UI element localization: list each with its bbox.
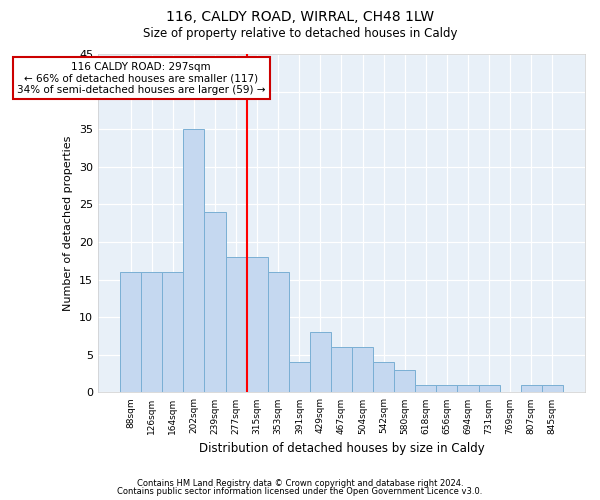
X-axis label: Distribution of detached houses by size in Caldy: Distribution of detached houses by size … (199, 442, 484, 455)
Bar (415, 385, 436, 392)
Bar (141, 272, 162, 392)
Bar (542, 385, 563, 392)
Bar (373, 362, 394, 392)
Bar (205, 212, 226, 392)
Text: Size of property relative to detached houses in Caldy: Size of property relative to detached ho… (143, 28, 457, 40)
Bar (162, 272, 184, 392)
Text: 116 CALDY ROAD: 297sqm
← 66% of detached houses are smaller (117)
34% of semi-de: 116 CALDY ROAD: 297sqm ← 66% of detached… (17, 62, 265, 94)
Text: Contains public sector information licensed under the Open Government Licence v3: Contains public sector information licen… (118, 487, 482, 496)
Bar (268, 272, 289, 392)
Bar (457, 385, 479, 392)
Bar (331, 348, 352, 393)
Bar (310, 332, 331, 392)
Bar (289, 362, 310, 392)
Bar (184, 129, 205, 392)
Bar (394, 370, 415, 392)
Bar (436, 385, 457, 392)
Bar (521, 385, 542, 392)
Bar (120, 272, 141, 392)
Y-axis label: Number of detached properties: Number of detached properties (64, 136, 73, 311)
Text: 116, CALDY ROAD, WIRRAL, CH48 1LW: 116, CALDY ROAD, WIRRAL, CH48 1LW (166, 10, 434, 24)
Text: Contains HM Land Registry data © Crown copyright and database right 2024.: Contains HM Land Registry data © Crown c… (137, 478, 463, 488)
Bar (226, 257, 247, 392)
Bar (352, 348, 373, 393)
Bar (479, 385, 500, 392)
Bar (247, 257, 268, 392)
